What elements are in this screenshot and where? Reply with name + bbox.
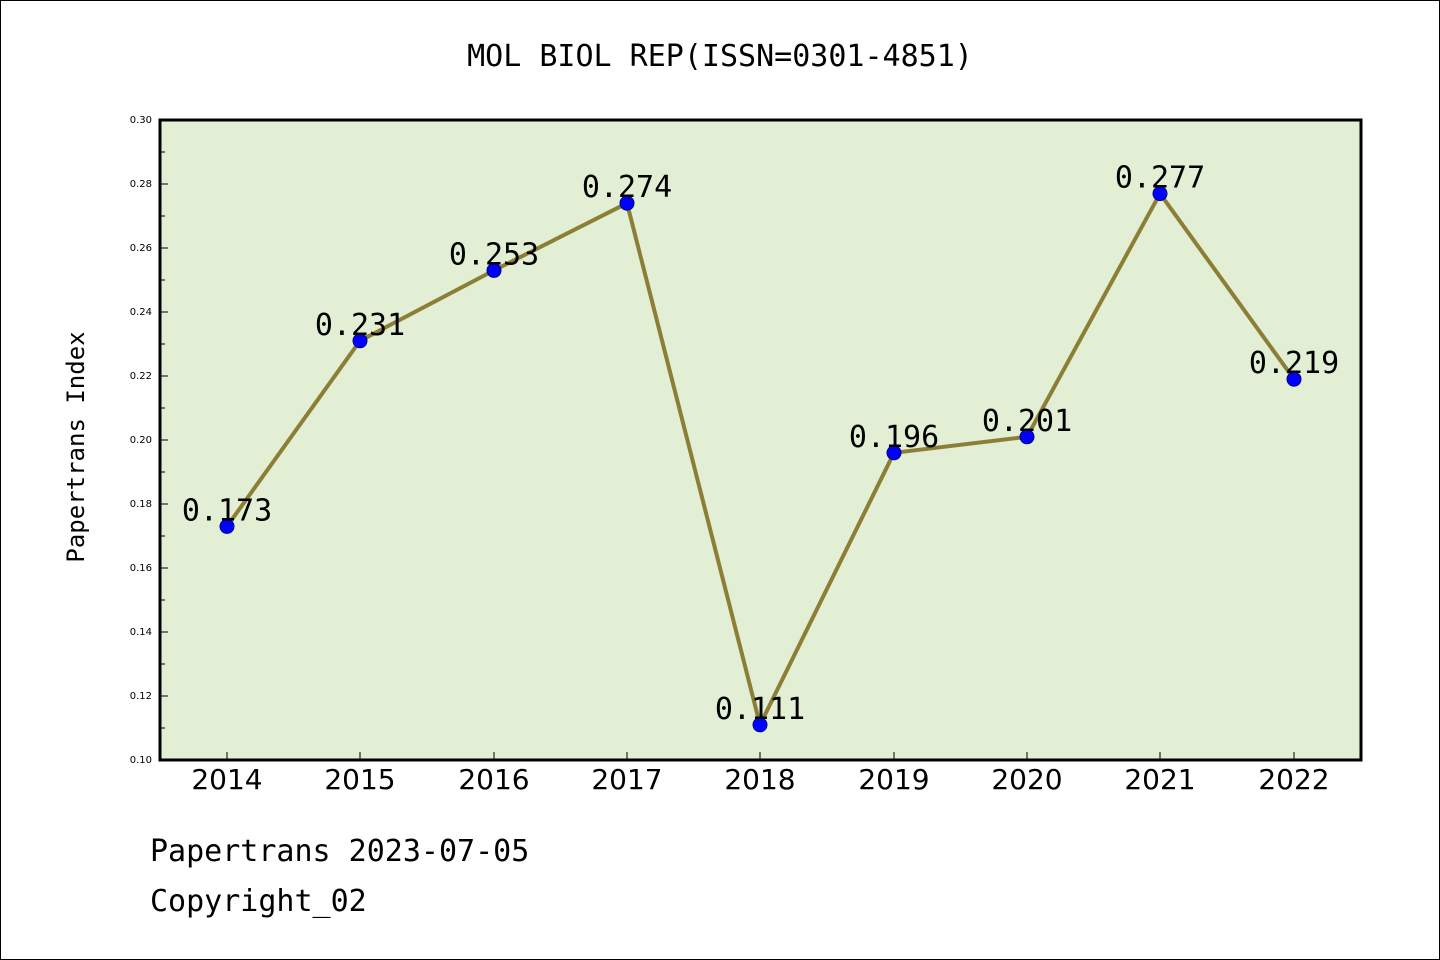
- y-tick-label: 0.12: [130, 691, 152, 702]
- data-label-2021: 0.277: [1115, 161, 1205, 196]
- data-point-2022: [1286, 371, 1302, 387]
- y-tick-label: 0.16: [130, 563, 152, 574]
- data-label-2019: 0.196: [849, 420, 939, 455]
- y-axis: 0.10 0.12 0.14 0.16 0.18 0.20 0.22 0.24 0.26 0.28…: [130, 115, 168, 766]
- y-tick-label: 0.20: [130, 435, 152, 446]
- data-point-2016: [486, 262, 502, 278]
- y-tick-label: 0.24: [130, 307, 152, 318]
- data-label-2015: 0.231: [315, 308, 405, 343]
- x-tick-label: 2017: [591, 763, 662, 796]
- data-label-2017: 0.274: [582, 170, 672, 205]
- y-tick-label: 0.14: [130, 627, 152, 638]
- data-labels: 0.173 0.231 0.253 0.274 0.111 0.196 0.201 0.277…: [182, 161, 1339, 727]
- x-axis: 2014 2015 2016 2017 2018 2019 2020 2021 2022: [191, 752, 1330, 796]
- data-point-2018: [752, 717, 768, 733]
- plot-border: [158, 118, 1363, 762]
- x-tick-label: 2019: [858, 763, 929, 796]
- y-tick-label: 0.28: [130, 179, 152, 190]
- data-point-2019: [886, 445, 902, 461]
- data-point-2017: [619, 195, 635, 211]
- x-tick-label: 2022: [1258, 763, 1329, 796]
- y-tick-label: 0.18: [130, 499, 152, 510]
- y-tick-label: 0.22: [130, 371, 152, 382]
- data-point-2015: [352, 333, 368, 349]
- chart-title: MOL BIOL REP(ISSN=0301-4851): [467, 39, 973, 74]
- plot-area: [160, 120, 1361, 760]
- y-tick-label: 0.26: [130, 243, 152, 254]
- x-tick-label: 2020: [991, 763, 1062, 796]
- y-tick-label: 0.30: [130, 115, 152, 126]
- data-point-2020: [1019, 429, 1035, 445]
- data-label-2020: 0.201: [982, 404, 1072, 439]
- data-point-2014: [219, 518, 235, 534]
- data-points: [219, 186, 1302, 733]
- data-point-2021: [1152, 186, 1168, 202]
- footer-copyright: Copyright_02: [150, 884, 367, 919]
- x-tick-label: 2015: [324, 763, 395, 796]
- data-label-2014: 0.173: [182, 493, 272, 528]
- data-label-2016: 0.253: [449, 237, 539, 272]
- footer-date: Papertrans 2023-07-05: [150, 834, 530, 869]
- y-axis-label: Papertrans Index: [62, 331, 90, 562]
- data-label-2022: 0.219: [1249, 346, 1339, 381]
- y-tick-label: 0.10: [130, 755, 152, 766]
- data-label-2018: 0.111: [715, 692, 805, 727]
- x-tick-label: 2018: [724, 763, 795, 796]
- x-tick-label: 2021: [1124, 763, 1195, 796]
- x-tick-label: 2016: [458, 763, 529, 796]
- x-tick-label: 2014: [191, 763, 262, 796]
